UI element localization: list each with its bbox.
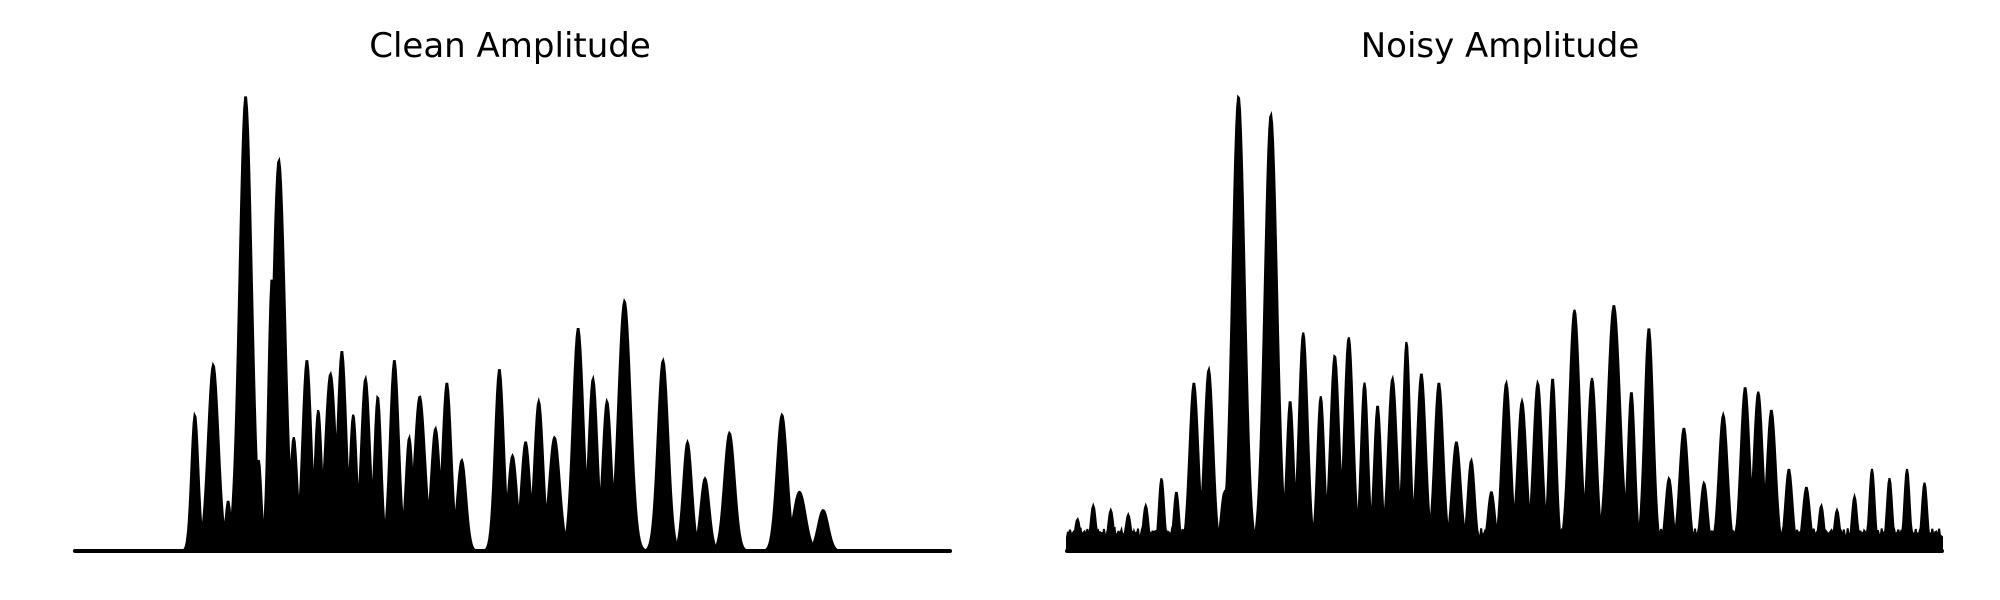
chart-title-noisy: Noisy Amplitude (1360, 26, 1640, 66)
clean-amplitude-plot (73, 96, 952, 553)
clean-amplitude-panel: Clean Amplitude (73, 26, 952, 553)
amplitude-envelope (1066, 94, 1943, 552)
amplitude-envelope (75, 96, 950, 552)
chart-title-clean: Clean Amplitude (369, 26, 651, 66)
noisy-amplitude-plot (1065, 94, 1944, 553)
noisy-amplitude-panel: Noisy Amplitude (1000, 0, 2000, 600)
